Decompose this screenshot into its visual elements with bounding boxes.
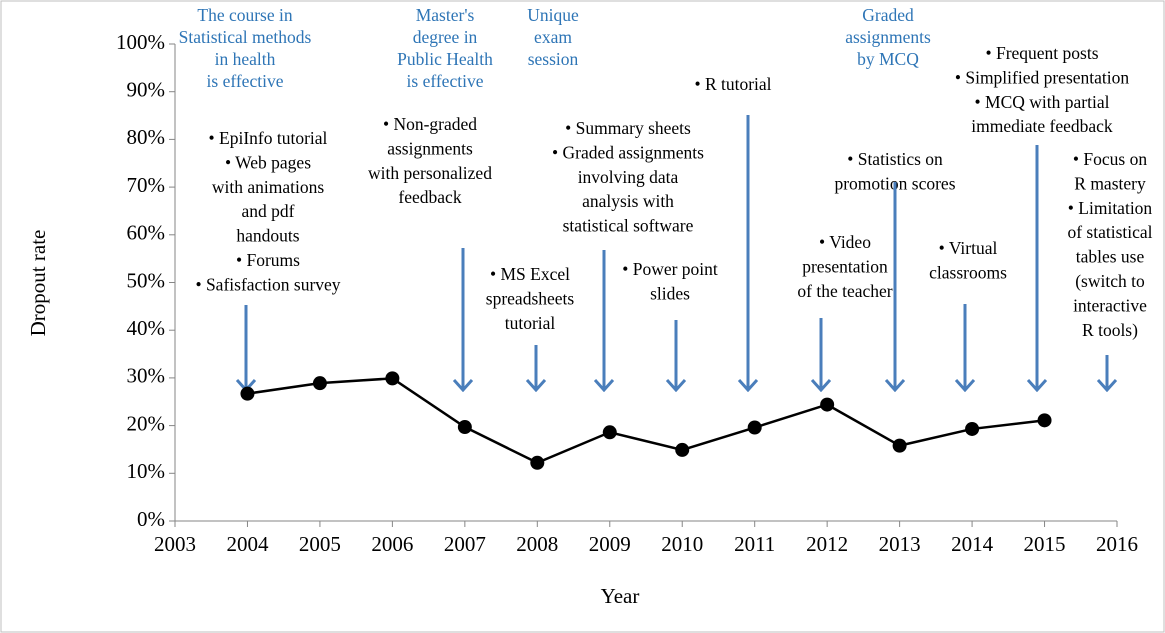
annotation-line: • Focus on bbox=[1073, 149, 1147, 169]
data-point bbox=[240, 386, 255, 401]
annotation-line: • Statistics on bbox=[847, 149, 943, 169]
annotation-line: • Graded assignments bbox=[552, 142, 704, 162]
data-point bbox=[602, 425, 617, 440]
y-tick-label: 50% bbox=[127, 268, 166, 292]
annotation-line: Graded bbox=[862, 5, 914, 25]
y-tick-label: 40% bbox=[127, 316, 166, 340]
annotation-line: (switch to bbox=[1075, 271, 1145, 291]
x-tick-label: 2009 bbox=[589, 532, 631, 556]
data-point bbox=[530, 455, 545, 470]
data-point bbox=[385, 371, 400, 386]
x-axis-label: Year bbox=[601, 584, 640, 608]
y-tick-label: 100% bbox=[116, 30, 165, 54]
annotation-line: feedback bbox=[398, 187, 461, 207]
annotation-line: of statistical bbox=[1067, 222, 1152, 242]
annotation-line: analysis with bbox=[582, 191, 674, 211]
x-tick-label: 2006 bbox=[371, 532, 413, 556]
annotation-line: spreadsheets bbox=[486, 288, 575, 308]
y-tick-label: 20% bbox=[127, 411, 166, 435]
annotation-line: • MS Excel bbox=[490, 264, 570, 284]
annotation-line: is effective bbox=[207, 71, 284, 91]
annotation-line: • MCQ with partial bbox=[975, 92, 1110, 112]
annotation-line: is effective bbox=[407, 71, 484, 91]
annotation-line: in health bbox=[215, 49, 276, 69]
y-axis-label: Dropout rate bbox=[26, 230, 50, 337]
annotation-line: statistical software bbox=[563, 216, 694, 236]
y-tick-label: 80% bbox=[127, 125, 166, 149]
annotation-line: • Video bbox=[819, 232, 871, 252]
x-tick-label: 2005 bbox=[299, 532, 341, 556]
data-point bbox=[675, 442, 690, 457]
annotation-line: assignments bbox=[845, 27, 931, 47]
annotation-line: by MCQ bbox=[857, 49, 919, 69]
y-tick-label: 70% bbox=[127, 173, 166, 197]
annotation-line: The course in bbox=[197, 5, 292, 25]
annotation-line: • EpiInfo tutorial bbox=[209, 128, 328, 148]
annotation-line: • Safisfaction survey bbox=[195, 274, 340, 294]
annotation-line: classrooms bbox=[929, 262, 1007, 282]
annotation-line: • Web pages bbox=[225, 152, 311, 172]
annotation-line: tables use bbox=[1076, 247, 1145, 267]
annotation-line: Master's bbox=[416, 5, 475, 25]
annotation-line: • Power point bbox=[622, 259, 718, 279]
annotation-line: involving data bbox=[578, 167, 679, 187]
annotation-line: • Simplified presentation bbox=[955, 67, 1130, 87]
annotation-line: • Frequent posts bbox=[985, 43, 1098, 63]
annotation-line: with animations bbox=[212, 177, 324, 197]
annotation-line: handouts bbox=[236, 226, 299, 246]
annotation-line: degree in bbox=[413, 27, 478, 47]
annotation-line: Public Health bbox=[397, 49, 493, 69]
annotation-line: session bbox=[528, 49, 579, 69]
annotation-line: • Non-graded bbox=[383, 114, 477, 134]
annotation-line: interactive bbox=[1073, 295, 1147, 315]
data-point bbox=[312, 376, 327, 391]
annotation-line: and pdf bbox=[242, 201, 295, 221]
annotation-line: presentation bbox=[802, 256, 888, 276]
annotation-line: assignments bbox=[387, 138, 473, 158]
x-tick-label: 2011 bbox=[734, 532, 775, 556]
annotation-line: slides bbox=[650, 283, 690, 303]
data-point bbox=[820, 397, 835, 412]
x-tick-label: 2010 bbox=[661, 532, 703, 556]
annotation-line: • Limitation bbox=[1068, 198, 1153, 218]
annotation-line: with personalized bbox=[368, 163, 492, 183]
series-line bbox=[247, 377, 1045, 465]
data-point bbox=[965, 421, 980, 436]
annotation-line: R mastery bbox=[1074, 173, 1146, 193]
annotation-line: • R tutorial bbox=[694, 74, 771, 94]
annotation-line: Statistical methods bbox=[179, 27, 312, 47]
x-tick-label: 2015 bbox=[1024, 532, 1066, 556]
annotation-line: • Virtual bbox=[939, 238, 998, 258]
x-tick-label: 2012 bbox=[806, 532, 848, 556]
annotation-line: exam bbox=[534, 27, 572, 47]
x-tick-label: 2007 bbox=[444, 532, 486, 556]
data-point bbox=[747, 420, 762, 435]
annotation-line: immediate feedback bbox=[971, 116, 1113, 136]
y-tick-label: 90% bbox=[127, 78, 166, 102]
x-tick-label: 2013 bbox=[879, 532, 921, 556]
data-point bbox=[892, 438, 907, 453]
x-tick-label: 2014 bbox=[951, 532, 994, 556]
annotation-line: Unique bbox=[527, 5, 579, 25]
x-tick-label: 2003 bbox=[154, 532, 196, 556]
x-tick-label: 2016 bbox=[1096, 532, 1138, 556]
annotation-line: • Summary sheets bbox=[565, 118, 691, 138]
annotation-line: R tools) bbox=[1082, 320, 1138, 340]
y-tick-label: 30% bbox=[127, 364, 166, 388]
x-tick-label: 2004 bbox=[226, 532, 269, 556]
y-tick-label: 60% bbox=[127, 221, 166, 245]
annotation-line: tutorial bbox=[505, 313, 556, 333]
annotation-line: of the teacher bbox=[797, 281, 892, 301]
data-point bbox=[1037, 413, 1052, 428]
y-tick-label: 0% bbox=[137, 507, 165, 531]
y-tick-label: 10% bbox=[127, 459, 166, 483]
data-point bbox=[457, 420, 472, 435]
annotation-line: • Forums bbox=[236, 250, 300, 270]
x-tick-label: 2008 bbox=[516, 532, 558, 556]
